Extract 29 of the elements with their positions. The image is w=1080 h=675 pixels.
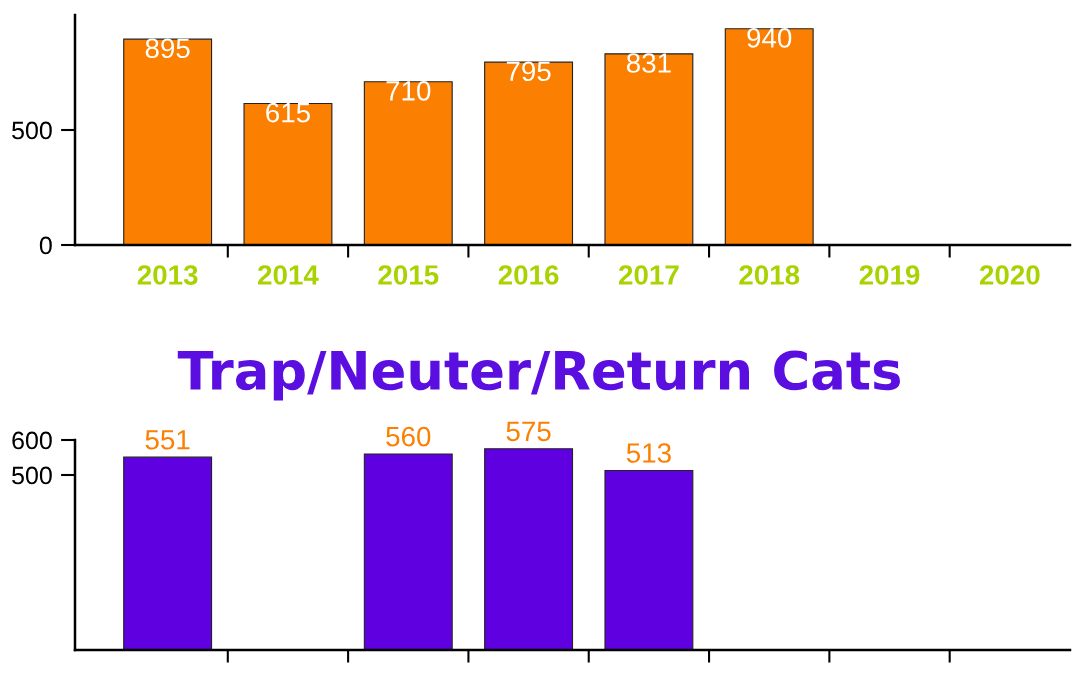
data-label: 560 bbox=[386, 426, 431, 447]
bar bbox=[123, 38, 213, 245]
chart-title: Trap/Neuter/Return Cats bbox=[177, 350, 900, 401]
x-tick-label: 2016 bbox=[498, 265, 559, 285]
data-label: 615 bbox=[266, 102, 310, 123]
data-label: 575 bbox=[506, 421, 551, 442]
bar bbox=[484, 61, 574, 245]
data-label: 710 bbox=[386, 80, 431, 101]
data-label: 795 bbox=[506, 61, 551, 82]
data-label: 940 bbox=[747, 28, 792, 48]
y-tick-label: 600 bbox=[12, 431, 52, 450]
bar bbox=[724, 28, 814, 245]
data-label: 513 bbox=[626, 443, 671, 463]
x-tick-label: 2018 bbox=[739, 265, 800, 285]
data-label: 831 bbox=[626, 53, 671, 73]
x-tick-label: 2019 bbox=[859, 265, 920, 285]
y-tick-label: 500 bbox=[12, 121, 52, 140]
x-tick-label: 2013 bbox=[137, 265, 198, 285]
x-tick-label: 2015 bbox=[378, 265, 439, 285]
bar bbox=[363, 81, 453, 245]
x-tick-label: 2014 bbox=[258, 265, 319, 285]
bar bbox=[243, 102, 333, 245]
x-tick-label: 2020 bbox=[979, 265, 1040, 285]
data-label: 551 bbox=[145, 430, 190, 450]
y-tick-label: 0 bbox=[39, 236, 52, 255]
data-label: 895 bbox=[145, 38, 190, 59]
bar bbox=[604, 53, 694, 245]
x-tick-label: 2017 bbox=[618, 265, 679, 285]
y-tick-label: 500 bbox=[12, 466, 52, 485]
